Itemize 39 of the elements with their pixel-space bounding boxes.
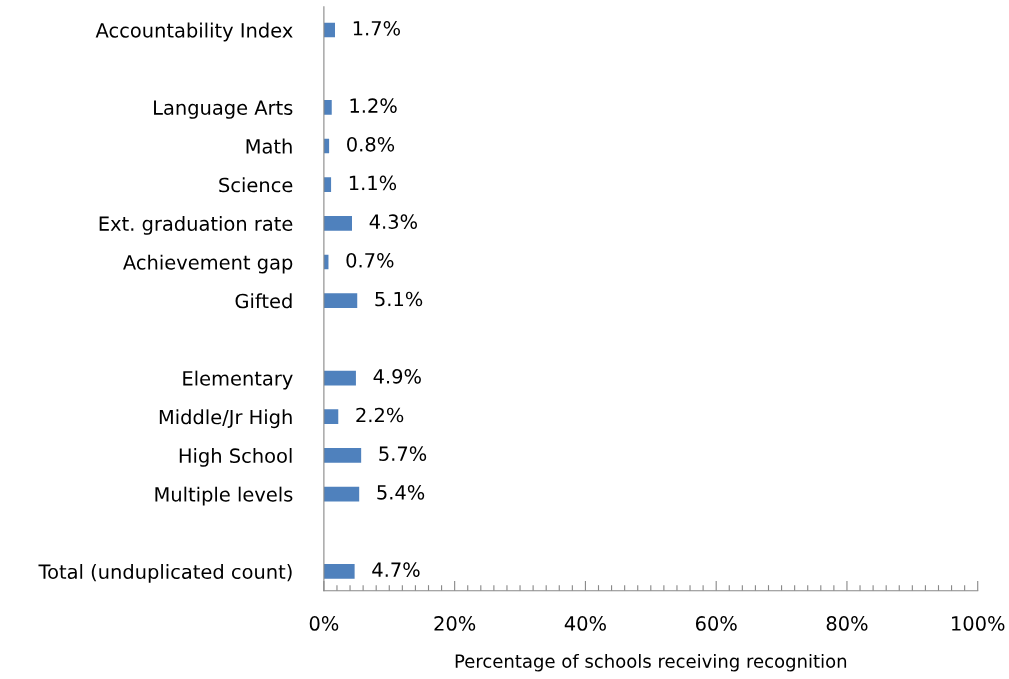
data-label: 1.2% — [350, 98, 397, 113]
bar — [323, 216, 352, 231]
data-label: 2.2% — [356, 407, 404, 423]
bar — [323, 293, 358, 309]
y-tick-label: Gifted — [235, 293, 292, 309]
bar — [323, 564, 355, 579]
data-label: 1.7% — [353, 20, 400, 36]
data-label: 0.7% — [346, 252, 394, 268]
y-tick-label: Achievement gap — [123, 254, 293, 274]
data-label: 0.8% — [347, 136, 395, 152]
bar — [323, 409, 339, 425]
y-tick-label: Middle/Jr High — [159, 409, 292, 429]
x-tick-label: 20% — [434, 616, 476, 631]
data-label: 4.3% — [369, 214, 417, 229]
y-tick-label: Language Arts — [154, 100, 293, 119]
y-tick-label: Math — [246, 138, 292, 154]
x-tick-label: 60% — [695, 616, 737, 631]
bar — [323, 370, 356, 386]
y-tick-label: Ext. graduation rate — [99, 215, 293, 235]
x-tick-label: 0% — [309, 616, 339, 631]
x-axis-title: Percentage of schools receiving recognition — [455, 653, 847, 672]
y-tick-label: Elementary — [183, 370, 293, 390]
y-tick-label: Science — [219, 177, 293, 193]
data-label: 4.7% — [372, 562, 420, 578]
data-label: 5.7% — [379, 446, 427, 462]
y-tick-label: Accountability Index — [95, 22, 293, 42]
x-tick-label: 80% — [826, 616, 868, 631]
x-tick-label: 100% — [952, 616, 1005, 631]
y-tick-label: Total (unduplicated count) — [38, 564, 292, 583]
y-tick-label: High School — [179, 447, 292, 467]
data-label: 1.1% — [349, 175, 397, 191]
bar — [323, 99, 332, 115]
bar — [323, 486, 360, 502]
x-tick-label: 40% — [564, 616, 606, 631]
bar — [323, 448, 362, 463]
y-tick-label: Multiple levels — [155, 486, 293, 506]
data-label: 5.1% — [375, 291, 423, 307]
data-label: 4.9% — [373, 368, 421, 384]
data-label: 5.4% — [377, 484, 425, 500]
